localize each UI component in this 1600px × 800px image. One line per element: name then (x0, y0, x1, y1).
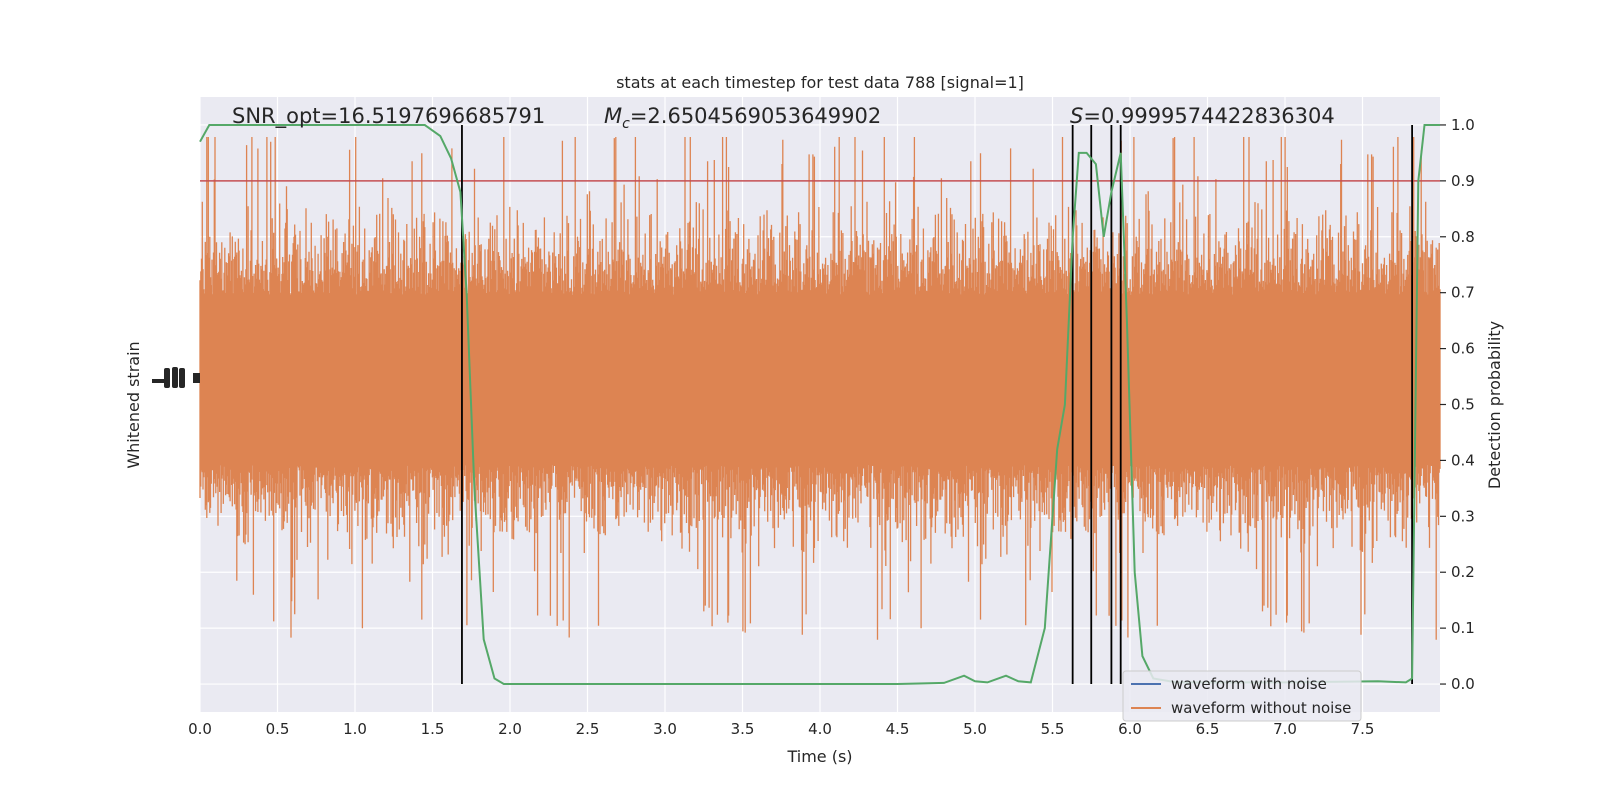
score-annotation: S=0.9999574422836304 (1070, 104, 1335, 128)
right-tick-label: 1.0 (1451, 116, 1475, 134)
x-tick-label: 5.0 (963, 720, 987, 738)
legend-label-without-noise: waveform without noise (1171, 699, 1351, 717)
score-symbol: S (1070, 104, 1083, 128)
x-tick-label: 2.0 (498, 720, 522, 738)
right-tick-label: 0.6 (1451, 340, 1475, 358)
strain-spikes (199, 137, 1441, 640)
x-axis-ticks: 0.0 0.5 1.0 1.5 2.0 2.5 3.0 3.5 4.0 4.5 5.0 5.5 6.0 6… (188, 720, 1374, 738)
right-tick-label: 0.8 (1451, 228, 1475, 246)
snr-annotation: SNR_opt=16.5197696685791 (232, 104, 545, 129)
right-tick-label: 0.1 (1451, 619, 1475, 637)
chirp-mass-subscript: c (622, 116, 630, 132)
right-tick-label: 0.7 (1451, 284, 1475, 302)
right-tick-label: 0.0 (1451, 675, 1475, 693)
x-tick-label: 6.0 (1118, 720, 1142, 738)
x-tick-label: 7.0 (1273, 720, 1297, 738)
left-axis-tick-artifact (152, 367, 200, 388)
legend: waveform with noise waveform without noi… (1122, 670, 1362, 722)
x-tick-label: 0.0 (188, 720, 212, 738)
right-tick-label: 0.2 (1451, 563, 1475, 581)
x-tick-label: 5.5 (1041, 720, 1065, 738)
x-tick-label: 3.0 (653, 720, 677, 738)
right-tick-label: 0.3 (1451, 507, 1475, 525)
right-axis-ticks: 0.0 0.1 0.2 0.3 0.4 0.5 0.6 0.7 0.8 0.9 1.0 (1440, 116, 1475, 693)
x-tick-label: 3.5 (731, 720, 755, 738)
x-axis-label: Time (s) (786, 747, 852, 766)
chirp-mass-annotation: Mc=2.6504569053649902 (604, 104, 881, 132)
chirp-mass-value: =2.6504569053649902 (630, 104, 881, 128)
right-tick-label: 0.4 (1451, 451, 1475, 469)
x-tick-label: 6.5 (1196, 720, 1220, 738)
x-tick-label: 4.5 (886, 720, 910, 738)
whitened-strain-trace (199, 137, 1441, 640)
x-tick-label: 1.0 (343, 720, 367, 738)
x-tick-label: 1.5 (421, 720, 445, 738)
x-tick-label: 4.0 (808, 720, 832, 738)
right-axis-label: Detection probability (1485, 321, 1504, 489)
x-tick-label: 0.5 (266, 720, 290, 738)
x-tick-label: 2.5 (576, 720, 600, 738)
legend-box (1122, 670, 1362, 722)
x-tick-label: 7.5 (1351, 720, 1375, 738)
chirp-mass-symbol: M (604, 104, 622, 128)
score-value: =0.9999574422836304 (1083, 104, 1334, 128)
left-axis-label: Whitened strain (124, 341, 143, 468)
right-tick-label: 0.9 (1451, 172, 1475, 190)
right-tick-label: 0.5 (1451, 396, 1475, 414)
legend-label-with-noise: waveform with noise (1171, 675, 1327, 693)
chart-title: stats at each timestep for test data 788… (616, 73, 1024, 92)
